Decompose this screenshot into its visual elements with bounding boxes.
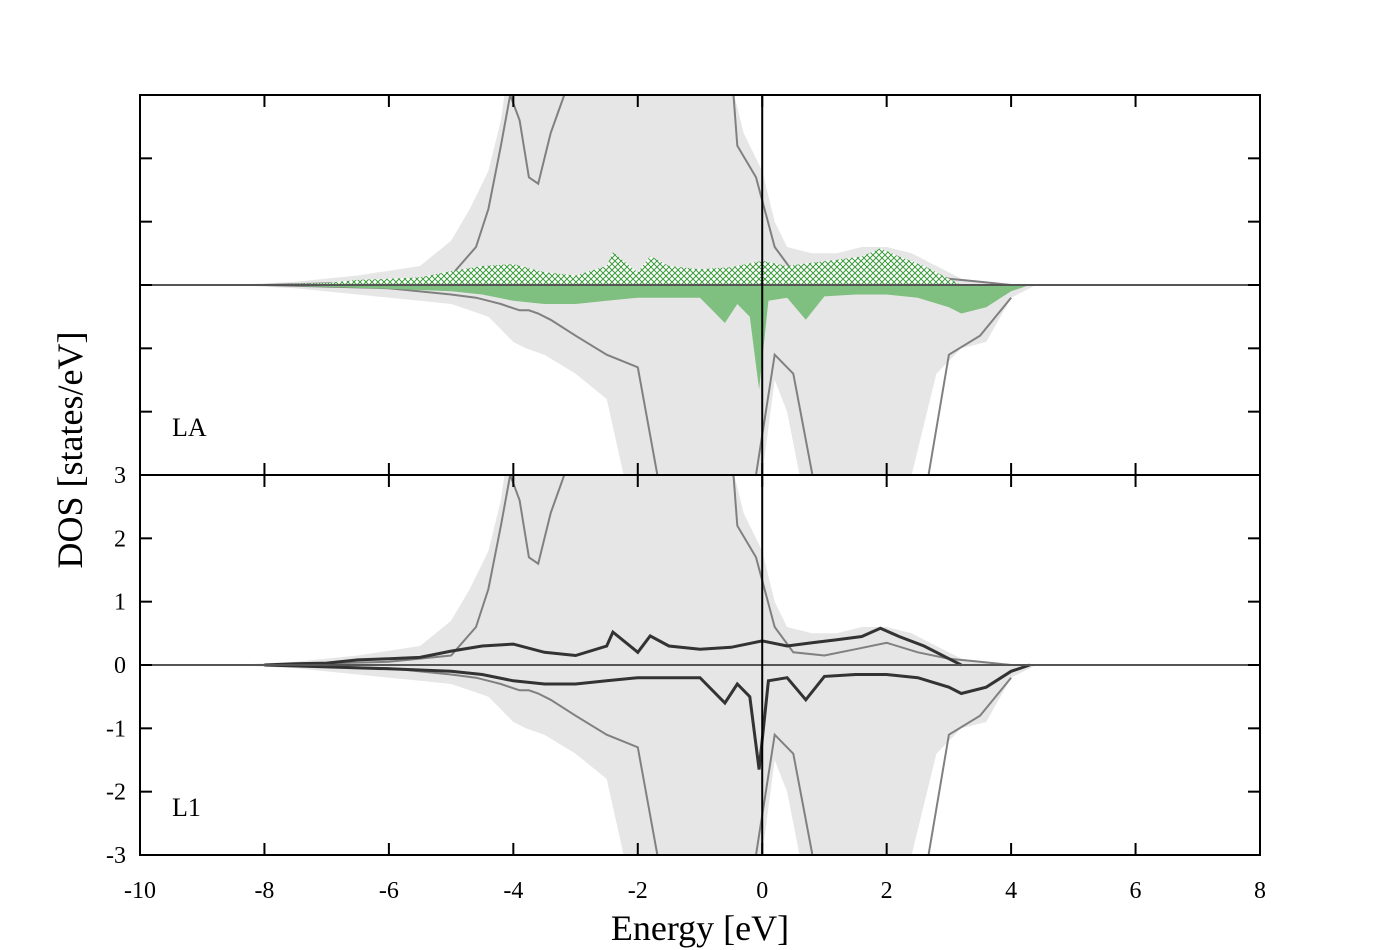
x-tick-label: 8 — [1254, 878, 1266, 904]
panel-la — [140, 95, 1260, 475]
total-dos-up-line-l1 — [264, 475, 1012, 666]
x-tick-label: -2 — [628, 878, 648, 904]
y-tick-label: -2 — [106, 780, 126, 806]
y-tick-label: 2 — [114, 526, 126, 552]
x-tick-label: 4 — [1005, 878, 1017, 904]
y-tick-label: 3 — [114, 463, 126, 489]
layer-dos-up-hatched-la — [264, 248, 962, 285]
total-dos-down-line-la — [264, 284, 1012, 475]
panel-label-la: LA — [172, 413, 207, 442]
x-tick-label: 0 — [756, 878, 768, 904]
layer-dos-up-line-l1 — [264, 626, 962, 667]
x-tick-label: -6 — [379, 878, 399, 904]
y-tick-label: -3 — [106, 843, 126, 869]
x-axis-title: Energy [eV] — [611, 908, 789, 948]
panel-l1 — [140, 475, 1260, 855]
x-tick-label: -10 — [124, 878, 156, 904]
y-axis-title: DOS [states/eV] — [50, 332, 90, 569]
x-tick-label: -8 — [254, 878, 274, 904]
layer-dos-down-line-l1 — [264, 663, 1031, 770]
x-tick-label: -4 — [503, 878, 523, 904]
panel-label-l1: L1 — [172, 793, 201, 822]
total-dos-down-line-l1 — [264, 664, 1012, 855]
y-tick-label: 0 — [114, 653, 126, 679]
layer-dos-down-filled-la — [264, 285, 1030, 390]
y-tick-label: 1 — [114, 590, 126, 616]
x-tick-label: 2 — [881, 878, 893, 904]
y-tick-label: -1 — [106, 716, 126, 742]
x-tick-label: 6 — [1130, 878, 1142, 904]
